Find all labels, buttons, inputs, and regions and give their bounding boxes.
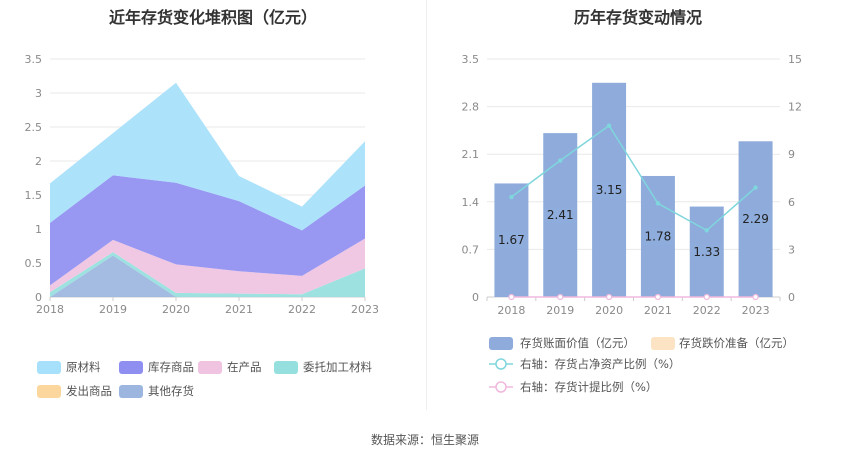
point-provision-ratio [605, 293, 613, 301]
line-inventory-to-net-assets [510, 124, 757, 232]
left-y-tick-label: 0 [35, 291, 42, 304]
left-y-tick-label: 2 [35, 155, 42, 168]
left-x-tick-label: 2022 [288, 303, 316, 316]
left-y-tick-label: 3.5 [25, 53, 43, 66]
panel-divider [426, 0, 427, 410]
left-y-tick-label: 0.5 [25, 257, 43, 270]
right-x-tick-label: 2022 [693, 304, 721, 317]
right-y-tick-label: 2.1 [462, 148, 480, 161]
bar-label-bg [592, 181, 626, 198]
left-y-tick-label: 2.5 [25, 121, 43, 134]
bar-data-label: 2.41 [547, 208, 574, 222]
right-y2-tick-label: 9 [788, 148, 795, 161]
right-y-tick-label: 1.4 [462, 196, 480, 209]
point-provision-ratio [654, 293, 662, 301]
bar-data-label: 1.67 [498, 233, 525, 247]
right-x-tick-label: 2023 [742, 304, 770, 317]
right-legend-marker [495, 381, 507, 393]
point-inventory-to-net-assets [655, 201, 661, 206]
bar-label-bg [641, 228, 675, 245]
bar-label-bg [495, 232, 528, 249]
right-y2-tick-label: 6 [788, 196, 795, 209]
right-x-tick-label: 2021 [644, 304, 672, 317]
right-legend-label: 存货账面价值（亿元） [520, 336, 635, 350]
left-legend-label: 委托加工材料 [303, 360, 372, 374]
point-inventory-to-net-assets [704, 228, 709, 233]
left-y-tick-label: 3 [35, 87, 42, 100]
right-legend-marker [495, 358, 507, 370]
bar-data-label: 1.33 [693, 245, 720, 259]
point-inventory-to-net-assets [606, 123, 612, 128]
left-legend-swatch [119, 361, 143, 374]
right-legend-label: 右轴：存货占净资产比例（%） [520, 357, 680, 371]
left-y-tick-label: 1 [35, 223, 42, 236]
left-y-tick-label: 1.5 [25, 189, 43, 202]
left-legend-swatch [119, 385, 143, 398]
point-provision-ratio [703, 293, 710, 301]
area-series-2 [50, 238, 365, 295]
left-legend-swatch [37, 385, 61, 398]
left-x-tick-label: 2021 [225, 303, 253, 316]
right-legend-swatch-provision [651, 337, 675, 350]
left-legend-swatch [198, 361, 222, 374]
bar-data-label: 2.29 [742, 212, 769, 226]
right-y2-tick-label: 15 [788, 53, 802, 66]
point-inventory-to-net-assets [558, 158, 563, 163]
point-inventory-to-net-assets [509, 194, 514, 200]
bar-label-bg [739, 211, 772, 228]
right-y2-tick-label: 12 [788, 101, 802, 114]
left-legend-label: 原材料 [66, 360, 101, 374]
right-x-tick-label: 2020 [595, 304, 623, 317]
right-legend-swatch-bar [489, 337, 513, 350]
area-series-3 [50, 252, 365, 297]
left-legend-label: 在产品 [227, 360, 262, 374]
bar-data-label: 1.78 [645, 229, 672, 243]
right-x-tick-label: 2019 [546, 304, 574, 317]
right-y2-tick-label: 0 [788, 291, 795, 304]
right-y-tick-label: 0 [472, 291, 479, 304]
right-x-tick-label: 2018 [497, 304, 525, 317]
bar-label-bg [543, 207, 577, 224]
right-legend-label: 右轴：存货计提比例（%） [520, 380, 657, 394]
area-series-0 [50, 82, 365, 231]
right-y2-tick-label: 3 [788, 243, 795, 256]
bar-label-bg [690, 243, 724, 260]
point-inventory-to-net-assets [753, 185, 758, 190]
data-source: 数据来源：恒生聚源 [370, 433, 479, 447]
left-legend-label: 库存商品 [148, 360, 194, 374]
left-x-tick-label: 2020 [162, 303, 190, 316]
point-provision-ratio [752, 293, 759, 301]
left-x-tick-label: 2018 [36, 303, 64, 316]
right-y-tick-label: 2.8 [462, 101, 480, 114]
right-chart-title: 历年存货变动情况 [573, 8, 702, 27]
area-series-1 [50, 175, 365, 286]
right-y-tick-label: 3.5 [462, 53, 480, 66]
left-chart-title: 近年存货变化堆积图（亿元） [108, 8, 317, 27]
point-provision-ratio [557, 293, 564, 301]
left-x-tick-label: 2023 [351, 303, 379, 316]
left-legend-label: 发出商品 [66, 384, 112, 398]
left-legend-swatch [274, 361, 298, 374]
right-legend-label: 存货跌价准备（亿元） [679, 336, 794, 350]
left-legend-label: 其他存货 [148, 384, 194, 398]
left-x-tick-label: 2019 [99, 303, 127, 316]
right-y-tick-label: 0.7 [462, 243, 480, 256]
bar-data-label: 3.15 [596, 183, 623, 197]
point-provision-ratio [508, 293, 515, 301]
left-legend-swatch [37, 361, 61, 374]
